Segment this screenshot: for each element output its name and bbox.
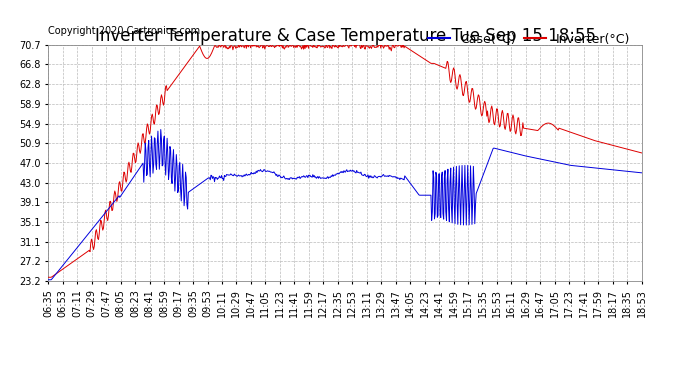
Text: Copyright 2020 Cartronics.com: Copyright 2020 Cartronics.com [48,26,200,36]
Title: Inverter Temperature & Case Temperature Tue Sep 15 18:55: Inverter Temperature & Case Temperature … [95,27,595,45]
Legend: Case(°C), Inverter(°C): Case(°C), Inverter(°C) [423,28,635,51]
